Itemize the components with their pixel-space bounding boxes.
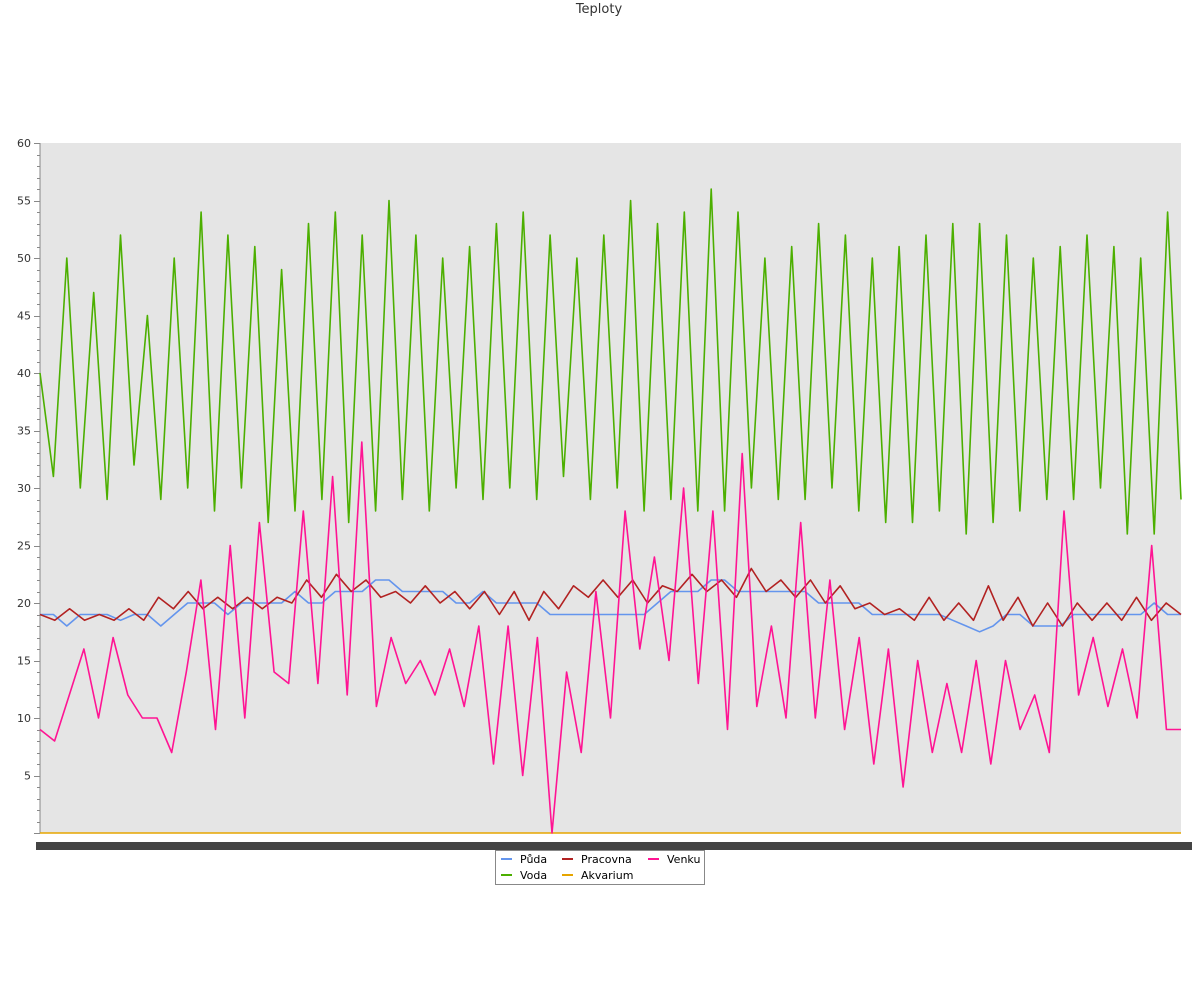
y-tick-label: 20 bbox=[17, 597, 31, 610]
legend-swatch bbox=[648, 858, 659, 860]
series-line-p-da bbox=[40, 579, 1181, 633]
legend-label: Pracovna bbox=[581, 853, 632, 866]
legend-swatch bbox=[562, 874, 573, 876]
y-tick-label: 40 bbox=[17, 367, 31, 380]
y-tick-label: 50 bbox=[17, 252, 31, 265]
legend: Půda Voda Pracovna Akvarium Venku bbox=[495, 850, 705, 885]
legend-item: Voda bbox=[501, 869, 547, 883]
y-tick-label: 15 bbox=[17, 655, 31, 668]
plot-background bbox=[40, 143, 1181, 833]
chart-title: Teploty bbox=[575, 2, 623, 17]
legend-swatch bbox=[562, 858, 573, 860]
series-line-venku bbox=[39, 441, 1181, 834]
x-axis-tick-band bbox=[36, 842, 1192, 850]
y-tick-label: 60 bbox=[17, 137, 31, 150]
plot-area bbox=[40, 143, 1181, 833]
legend-label: Voda bbox=[520, 869, 548, 882]
x-axis bbox=[36, 842, 1192, 850]
legend-label: Půda bbox=[520, 853, 548, 866]
y-tick-label: 25 bbox=[17, 540, 31, 553]
legend-label: Akvarium bbox=[581, 869, 634, 882]
legend-swatch bbox=[501, 858, 512, 860]
series-layer bbox=[39, 188, 1182, 834]
series-line-voda bbox=[39, 188, 1182, 535]
legend-swatch bbox=[501, 874, 512, 876]
legend-item: Půda bbox=[501, 853, 547, 867]
y-tick-label: 10 bbox=[17, 712, 31, 725]
y-axis: 5 10 15 20 25 30 35 40 45 50 55 60 bbox=[17, 137, 41, 834]
y-tick-label: 55 bbox=[17, 195, 31, 208]
series-line-pracovna bbox=[39, 567, 1182, 627]
legend-item: Venku bbox=[648, 853, 700, 867]
legend-label: Venku bbox=[667, 853, 701, 866]
y-tick-label: 5 bbox=[24, 770, 31, 783]
y-tick-label: 30 bbox=[17, 482, 31, 495]
y-tick-label: 35 bbox=[17, 425, 31, 438]
legend-item: Akvarium bbox=[562, 869, 633, 883]
y-tick-label: 45 bbox=[17, 310, 31, 323]
legend-item: Pracovna bbox=[562, 853, 632, 867]
